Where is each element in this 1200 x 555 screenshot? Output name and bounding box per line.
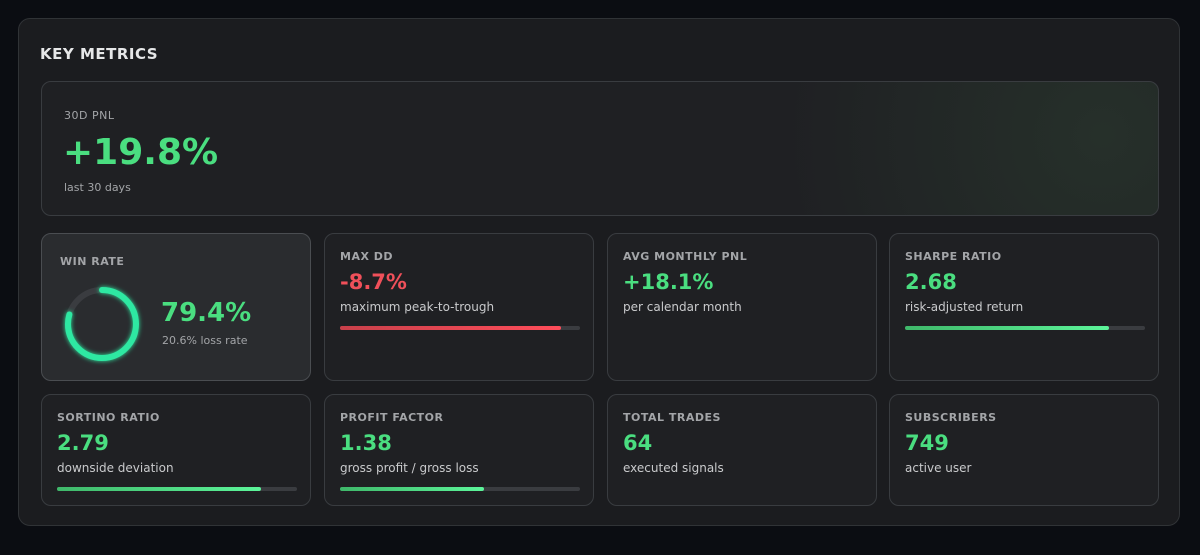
metric-label: SORTINO RATIO	[57, 411, 160, 424]
metric-card: SUBSCRIBERS 749 active user	[889, 394, 1159, 506]
metric-value: 64	[623, 431, 653, 455]
win-rate-caption: 20.6% loss rate	[162, 334, 248, 347]
metric-value: 749	[905, 431, 949, 455]
metric-card: SHARPE RATIO 2.68 risk-adjusted return	[889, 233, 1159, 381]
progress-track	[340, 487, 580, 491]
metric-caption: downside deviation	[57, 461, 174, 475]
win-rate-ring	[65, 287, 139, 361]
metric-card: MAX DD -8.7% maximum peak-to-trough	[324, 233, 594, 381]
metrics-panel: KEY METRICS 30D PNL +19.8% last 30 days …	[18, 18, 1180, 526]
progress-track	[905, 326, 1145, 330]
hero-card: 30D PNL +19.8% last 30 days	[41, 81, 1159, 216]
metric-value: +18.1%	[623, 270, 714, 294]
metric-label: SHARPE RATIO	[905, 250, 1002, 263]
metric-card: TOTAL TRADES 64 executed signals	[607, 394, 877, 506]
panel-title: KEY METRICS	[40, 45, 159, 63]
hero-value: +19.8%	[63, 132, 219, 173]
metric-caption: per calendar month	[623, 300, 742, 314]
hero-caption: last 30 days	[64, 181, 131, 194]
win-rate-label: WIN RATE	[60, 255, 125, 268]
ring-fill	[65, 287, 139, 361]
progress-track	[340, 326, 580, 330]
metric-card: AVG MONTHLY PNL +18.1% per calendar month	[607, 233, 877, 381]
win-rate-card: WIN RATE 79.4% 20.6% loss rate	[41, 233, 311, 381]
metric-label: MAX DD	[340, 250, 394, 263]
hero-label: 30D PNL	[64, 109, 115, 122]
metric-card: SORTINO RATIO 2.79 downside deviation	[41, 394, 311, 506]
progress-fill	[57, 487, 261, 491]
win-rate-value: 79.4%	[161, 298, 252, 328]
metric-label: AVG MONTHLY PNL	[623, 250, 748, 263]
metric-value: 1.38	[340, 431, 392, 455]
metric-caption: active user	[905, 461, 972, 475]
metric-caption: maximum peak-to-trough	[340, 300, 495, 314]
metric-label: PROFIT FACTOR	[340, 411, 444, 424]
metric-value: 2.68	[905, 270, 957, 294]
metric-card: PROFIT FACTOR 1.38 gross profit / gross lo…	[324, 394, 594, 506]
progress-fill	[340, 326, 561, 330]
progress-fill	[905, 326, 1109, 330]
metric-caption: risk-adjusted return	[905, 300, 1024, 314]
progress-track	[57, 487, 297, 491]
metric-value: 2.79	[57, 431, 109, 455]
metric-label: TOTAL TRADES	[623, 411, 721, 424]
metric-label: SUBSCRIBERS	[905, 411, 997, 424]
progress-fill	[340, 487, 484, 491]
metric-caption: executed signals	[623, 461, 724, 475]
metric-value: -8.7%	[340, 270, 407, 294]
metric-caption: gross profit / gross loss	[340, 461, 479, 475]
